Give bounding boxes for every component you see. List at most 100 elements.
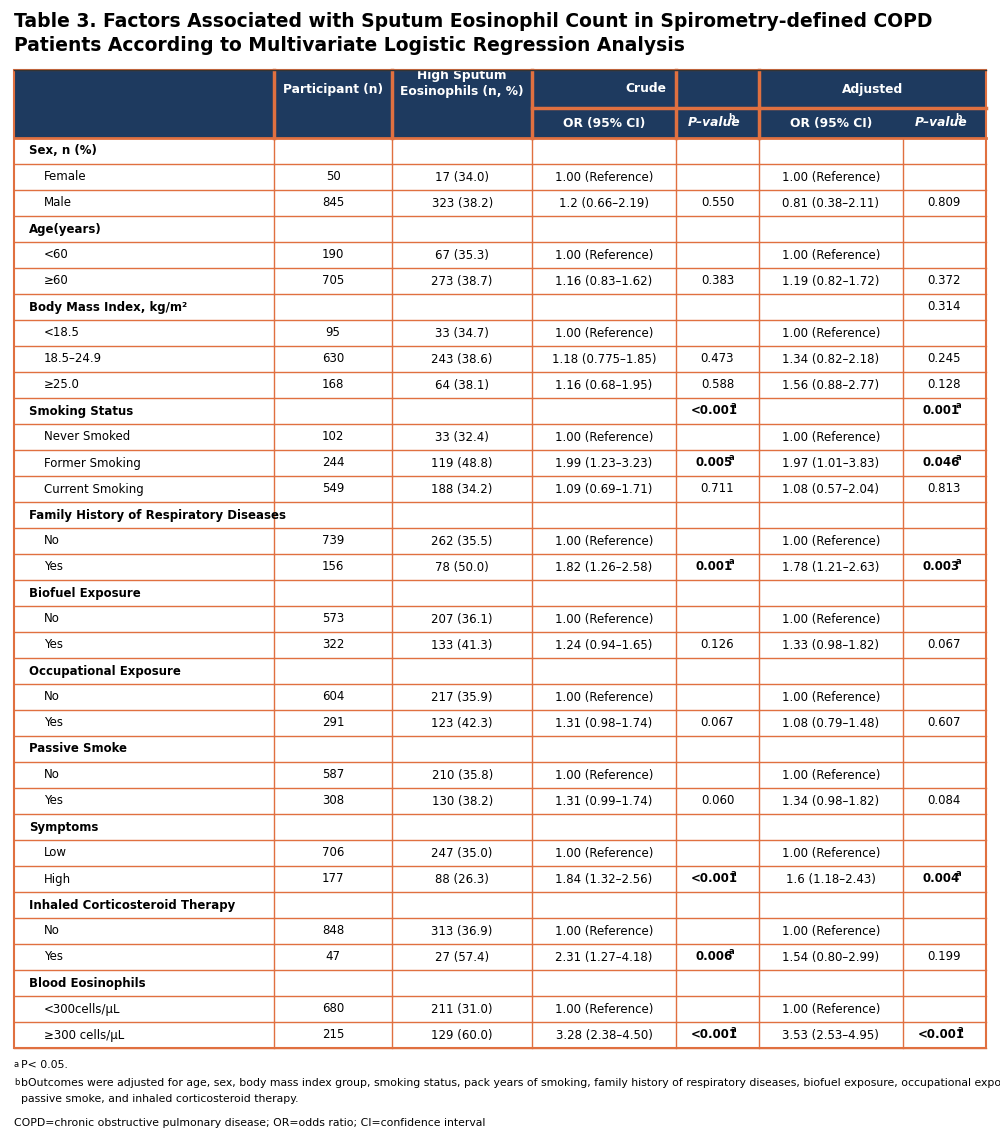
Text: 0.245: 0.245	[928, 352, 961, 365]
Text: 739: 739	[322, 534, 344, 548]
Text: 2.31 (1.27–4.18): 2.31 (1.27–4.18)	[555, 951, 653, 963]
Text: 1.00 (Reference): 1.00 (Reference)	[555, 534, 653, 548]
Text: Female: Female	[44, 170, 87, 183]
Text: 705: 705	[322, 275, 344, 287]
Text: 0.314: 0.314	[928, 301, 961, 313]
Text: P–value: P–value	[915, 117, 968, 129]
Text: Symptoms: Symptoms	[29, 820, 98, 834]
Text: 1.34 (0.98–1.82): 1.34 (0.98–1.82)	[782, 794, 879, 808]
Text: <0.001: <0.001	[918, 1028, 965, 1041]
Bar	[14, 736, 986, 762]
Bar	[14, 1022, 986, 1048]
Text: Biofuel Exposure: Biofuel Exposure	[29, 587, 141, 599]
Text: 573: 573	[322, 612, 344, 626]
Text: a: a	[955, 453, 961, 462]
Text: 1.00 (Reference): 1.00 (Reference)	[555, 326, 653, 340]
Text: 1.6 (1.18–2.43): 1.6 (1.18–2.43)	[786, 873, 876, 885]
Text: 64 (38.1): 64 (38.1)	[435, 379, 489, 391]
Text: P< 0.05.: P< 0.05.	[21, 1060, 68, 1070]
Text: 1.00 (Reference): 1.00 (Reference)	[555, 691, 653, 704]
Text: 50: 50	[326, 170, 340, 183]
Text: ≥60: ≥60	[44, 275, 69, 287]
Text: 3.53 (2.53–4.95): 3.53 (2.53–4.95)	[782, 1028, 879, 1041]
Text: 1.08 (0.79–1.48): 1.08 (0.79–1.48)	[782, 716, 879, 730]
Text: 1.82 (1.26–2.58): 1.82 (1.26–2.58)	[555, 561, 653, 573]
Text: 133 (41.3): 133 (41.3)	[431, 638, 493, 651]
Text: 0.81 (0.38–2.11): 0.81 (0.38–2.11)	[782, 197, 879, 209]
Text: 0.060: 0.060	[701, 794, 734, 808]
Text: 0.607: 0.607	[928, 716, 961, 730]
Text: 244: 244	[322, 456, 344, 469]
Text: a: a	[14, 1060, 19, 1068]
Text: 1.00 (Reference): 1.00 (Reference)	[555, 612, 653, 626]
Text: 215: 215	[322, 1028, 344, 1041]
Text: bOutcomes were adjusted for age, sex, body mass index group, smoking status, pac: bOutcomes were adjusted for age, sex, bo…	[21, 1078, 1000, 1088]
Text: 17 (34.0): 17 (34.0)	[435, 170, 489, 183]
Text: 1.00 (Reference): 1.00 (Reference)	[782, 534, 880, 548]
Text: Age(years): Age(years)	[29, 222, 102, 236]
Text: 1.00 (Reference): 1.00 (Reference)	[782, 769, 880, 781]
Text: 1.56 (0.88–2.77): 1.56 (0.88–2.77)	[782, 379, 879, 391]
Text: Yes: Yes	[44, 638, 63, 651]
Text: 1.00 (Reference): 1.00 (Reference)	[555, 847, 653, 859]
Bar	[14, 502, 986, 529]
Text: 129 (60.0): 129 (60.0)	[431, 1028, 493, 1041]
Text: 190: 190	[322, 248, 344, 262]
Text: 0.006: 0.006	[696, 951, 733, 963]
Bar	[14, 216, 986, 243]
Text: 0.588: 0.588	[701, 379, 734, 391]
Text: 1.97 (1.01–3.83): 1.97 (1.01–3.83)	[782, 456, 879, 469]
Text: 211 (31.0): 211 (31.0)	[431, 1002, 493, 1016]
Text: No: No	[44, 691, 60, 704]
Text: Sex, n (%): Sex, n (%)	[29, 144, 97, 158]
Text: 3.28 (2.38–4.50): 3.28 (2.38–4.50)	[556, 1028, 652, 1041]
Text: a: a	[955, 869, 961, 879]
Text: 177: 177	[322, 873, 344, 885]
Text: Family History of Respiratory Diseases: Family History of Respiratory Diseases	[29, 508, 286, 522]
Text: Inhaled Corticosteroid Therapy: Inhaled Corticosteroid Therapy	[29, 898, 235, 912]
Bar	[14, 996, 986, 1022]
Text: 33 (34.7): 33 (34.7)	[435, 326, 489, 340]
Bar	[14, 320, 986, 345]
Text: 1.00 (Reference): 1.00 (Reference)	[782, 170, 880, 183]
Text: 33 (32.4): 33 (32.4)	[435, 430, 489, 444]
Text: b: b	[728, 112, 735, 121]
Bar	[14, 108, 986, 138]
Text: a: a	[731, 402, 736, 411]
Text: 217 (35.9): 217 (35.9)	[431, 691, 493, 704]
Text: 1.00 (Reference): 1.00 (Reference)	[782, 612, 880, 626]
Text: Yes: Yes	[44, 951, 63, 963]
Text: a: a	[958, 1025, 963, 1034]
Text: ≥25.0: ≥25.0	[44, 379, 80, 391]
Text: 18.5–24.9: 18.5–24.9	[44, 352, 102, 365]
Text: 0.004: 0.004	[923, 873, 960, 885]
Text: 243 (38.6): 243 (38.6)	[431, 352, 493, 365]
Text: 604: 604	[322, 691, 344, 704]
Text: High Sputum
Eosinophils (n, %): High Sputum Eosinophils (n, %)	[400, 69, 524, 97]
Bar	[14, 631, 986, 658]
Text: Table 3. Factors Associated with Sputum Eosinophil Count in Spirometry-defined C: Table 3. Factors Associated with Sputum …	[14, 11, 932, 31]
Bar	[14, 529, 986, 554]
Text: 313 (36.9): 313 (36.9)	[431, 924, 493, 937]
Text: Never Smoked: Never Smoked	[44, 430, 130, 444]
Text: 1.84 (1.32–2.56): 1.84 (1.32–2.56)	[555, 873, 653, 885]
Text: Adjusted: Adjusted	[842, 82, 903, 95]
Bar	[14, 710, 986, 736]
Text: 1.33 (0.98–1.82): 1.33 (0.98–1.82)	[782, 638, 879, 651]
Text: a: a	[955, 557, 961, 566]
Text: 67 (35.3): 67 (35.3)	[435, 248, 489, 262]
Text: 1.16 (0.83–1.62): 1.16 (0.83–1.62)	[555, 275, 653, 287]
Text: 323 (38.2): 323 (38.2)	[432, 197, 493, 209]
Bar	[14, 762, 986, 788]
Text: 1.00 (Reference): 1.00 (Reference)	[782, 847, 880, 859]
Text: <300cells/μL: <300cells/μL	[44, 1002, 120, 1016]
Text: 1.00 (Reference): 1.00 (Reference)	[555, 170, 653, 183]
Text: 1.24 (0.94–1.65): 1.24 (0.94–1.65)	[555, 638, 653, 651]
Text: 1.00 (Reference): 1.00 (Reference)	[555, 430, 653, 444]
Text: OR (95% CI): OR (95% CI)	[790, 117, 872, 129]
Text: Patients According to Multivariate Logistic Regression Analysis: Patients According to Multivariate Logis…	[14, 35, 685, 55]
Text: 1.00 (Reference): 1.00 (Reference)	[782, 430, 880, 444]
Bar	[14, 138, 986, 164]
Text: 0.005: 0.005	[696, 456, 733, 469]
Text: 1.00 (Reference): 1.00 (Reference)	[555, 769, 653, 781]
